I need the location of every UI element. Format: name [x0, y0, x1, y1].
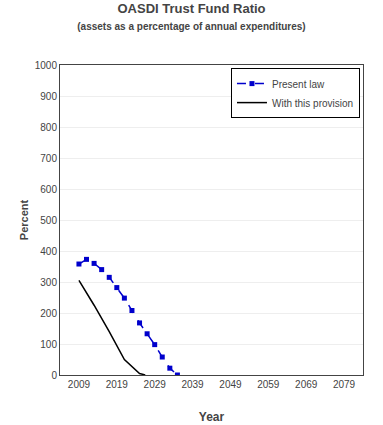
svg-text:2069: 2069: [295, 379, 318, 390]
svg-text:Percent: Percent: [18, 199, 30, 240]
svg-text:2039: 2039: [181, 379, 204, 390]
svg-text:With this provision: With this provision: [272, 98, 353, 109]
svg-text:2019: 2019: [106, 379, 129, 390]
svg-text:Year: Year: [199, 410, 225, 424]
svg-text:1000: 1000: [35, 60, 58, 71]
svg-text:200: 200: [40, 308, 57, 319]
svg-text:2029: 2029: [144, 379, 167, 390]
svg-text:Present law: Present law: [272, 79, 325, 90]
svg-text:2059: 2059: [257, 379, 280, 390]
svg-text:800: 800: [40, 122, 57, 133]
svg-text:700: 700: [40, 153, 57, 164]
svg-text:2009: 2009: [68, 379, 91, 390]
svg-text:0: 0: [51, 370, 57, 381]
svg-text:600: 600: [40, 184, 57, 195]
svg-text:500: 500: [40, 215, 57, 226]
svg-text:OASDI Trust Fund Ratio(assets: OASDI Trust Fund Ratio(assets as a perce…: [77, 1, 305, 32]
svg-text:2079: 2079: [333, 379, 356, 390]
svg-text:300: 300: [40, 277, 57, 288]
svg-text:2049: 2049: [219, 379, 242, 390]
svg-text:100: 100: [40, 339, 57, 350]
svg-text:400: 400: [40, 246, 57, 257]
svg-text:900: 900: [40, 91, 57, 102]
